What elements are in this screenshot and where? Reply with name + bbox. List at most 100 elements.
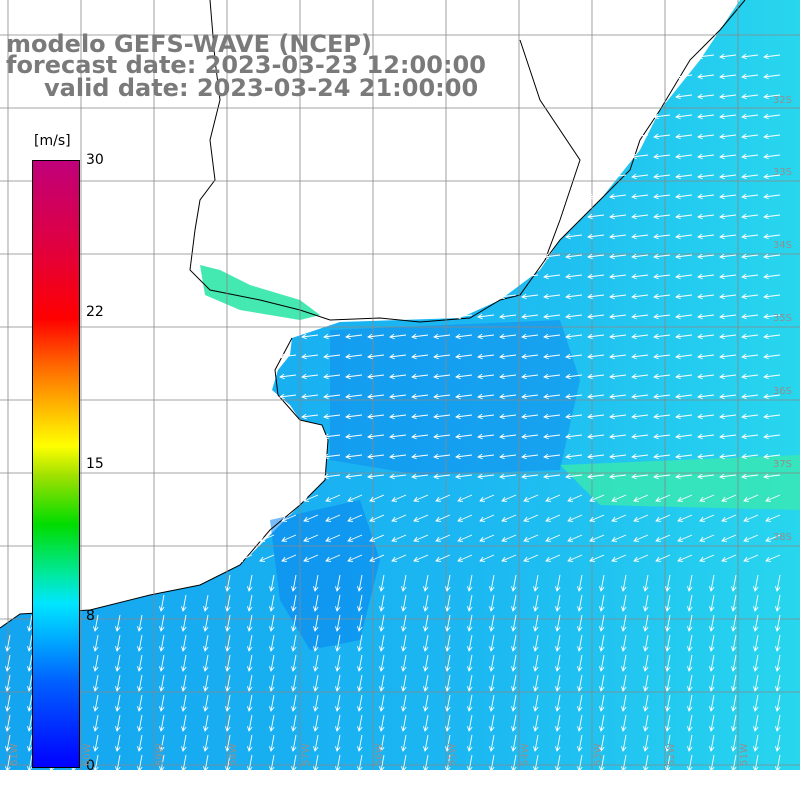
wind-arrow [753,694,759,712]
wind-arrow [697,133,715,140]
wind-arrow [719,53,737,60]
wind-arrow [721,534,737,542]
wind-arrow [631,273,649,280]
wind-arrow [401,674,407,692]
wind-arrow [719,373,737,380]
wind-arrow [379,634,385,652]
wind-arrow [489,574,495,592]
wind-arrow [697,193,715,200]
wind-arrow [479,514,495,522]
wind-arrow [721,514,737,522]
wind-arrow [731,754,737,772]
wind-arrow [775,614,781,632]
wind-arrow [763,293,781,300]
wind-arrow [697,213,715,220]
wind-arrow [335,674,341,692]
wind-arrow [27,614,33,632]
wind-arrow [27,754,33,772]
wind-arrow [467,734,473,752]
wind-arrow [599,654,605,672]
wind-arrow [609,233,627,240]
lon-label: 55W [447,743,458,766]
wind-arrow [489,734,495,752]
wind-arrow [719,193,737,200]
wind-arrow [489,714,495,732]
wind-arrow [203,694,209,712]
wind-arrow [543,293,561,300]
wind-arrow [467,674,473,692]
wind-arrow [357,634,363,652]
wind-arrow [467,574,473,592]
wind-arrow [203,654,209,672]
wind-arrow [325,554,341,562]
wind-arrow [609,393,627,400]
wind-arrow [345,413,363,420]
wind-arrow [455,313,473,320]
wind-arrow [269,594,275,612]
wind-arrow [27,714,33,732]
wind-arrow [499,293,517,300]
wind-arrow [577,634,583,652]
wind-arrow [93,754,99,772]
wind-arrow [323,433,341,440]
wind-arrow [643,574,649,592]
wind-arrow [565,353,583,360]
wind-arrow [599,634,605,652]
wind-arrow [655,514,671,522]
wind-arrow [543,273,561,280]
wind-arrow [763,353,781,360]
wind-arrow [511,694,517,712]
wind-arrow [499,353,517,360]
wind-arrow [499,413,517,420]
wind-arrow [27,634,33,652]
wind-arrow [423,634,429,652]
wind-arrow [445,654,451,672]
wind-arrow [731,574,737,592]
wind-arrow [741,73,759,80]
wind-arrow [477,393,495,400]
wind-arrow [303,514,319,522]
wind-arrow [753,634,759,652]
wind-arrow [565,433,583,440]
wind-arrow [357,574,363,592]
wind-arrow [533,734,539,752]
wind-arrow [247,674,253,692]
wind-arrow [27,674,33,692]
wind-arrow [609,293,627,300]
wind-arrow [775,754,781,772]
wind-arrow [677,494,693,502]
wind-arrow [137,634,143,652]
wind-arrow [445,694,451,712]
wind-arrow [137,754,143,772]
wind-arrow [577,614,583,632]
wind-arrow [565,313,583,320]
wind-arrow [389,353,407,360]
wind-arrow [357,674,363,692]
forecast-date: forecast date: 2023-03-23 12:00:00 [6,51,486,79]
wind-arrow [653,393,671,400]
wind-arrow [367,333,385,340]
lon-label: 54W [520,743,531,766]
wind-arrow [543,353,561,360]
wind-arrow [675,333,693,340]
wind-arrow [763,453,781,460]
wind-arrow [719,173,737,180]
wind-arrow [323,373,341,380]
wind-arrow [697,253,715,260]
shelf-band [330,320,580,475]
wind-arrow [763,313,781,320]
wind-arrow [665,734,671,752]
wind-arrow [301,373,319,380]
wind-arrow [653,333,671,340]
wind-arrow [709,574,715,592]
wind-arrow [303,534,319,542]
wind-arrow [665,674,671,692]
wind-arrow [719,153,737,160]
wind-arrow [555,714,561,732]
wind-arrow [565,293,583,300]
lon-label: 58W [228,743,239,766]
wind-arrow [731,674,737,692]
wind-arrow [743,514,759,522]
shelf-band-south [270,500,380,650]
